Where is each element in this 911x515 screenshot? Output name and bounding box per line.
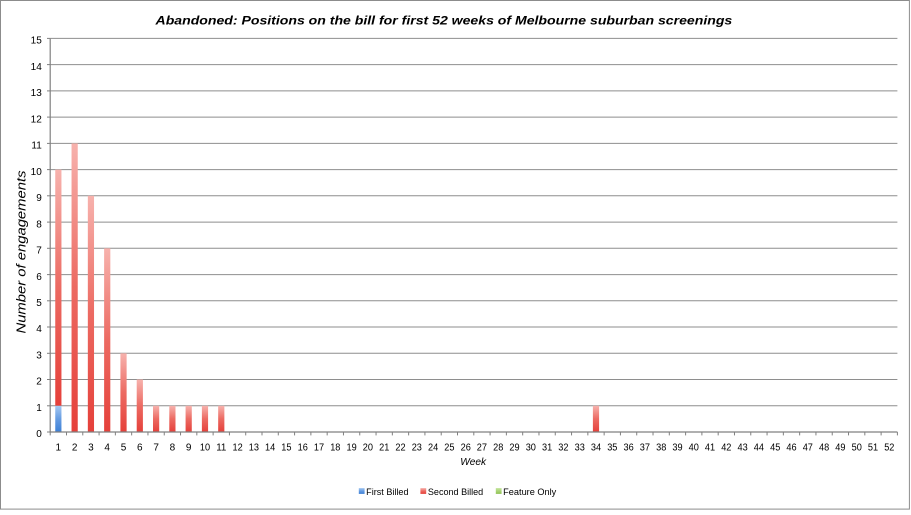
svg-text:14: 14 xyxy=(265,442,276,453)
svg-text:12: 12 xyxy=(233,442,244,453)
svg-text:42: 42 xyxy=(721,442,732,453)
svg-text:1: 1 xyxy=(36,403,42,414)
svg-text:33: 33 xyxy=(575,442,586,453)
svg-text:41: 41 xyxy=(705,442,716,453)
svg-text:12: 12 xyxy=(31,114,43,125)
svg-text:6: 6 xyxy=(36,272,42,283)
svg-text:28: 28 xyxy=(493,442,504,453)
svg-text:7: 7 xyxy=(153,442,159,453)
svg-text:13: 13 xyxy=(31,88,43,99)
svg-text:1: 1 xyxy=(56,442,62,453)
svg-text:Second Billed: Second Billed xyxy=(428,487,483,497)
svg-text:34: 34 xyxy=(591,442,602,453)
svg-text:19: 19 xyxy=(347,442,358,453)
svg-text:49: 49 xyxy=(835,442,846,453)
svg-text:Week: Week xyxy=(460,456,487,468)
svg-text:52: 52 xyxy=(884,442,895,453)
svg-text:Abandoned: Positions on the bi: Abandoned: Positions on the bill for fir… xyxy=(154,14,732,28)
svg-text:43: 43 xyxy=(738,442,749,453)
svg-text:36: 36 xyxy=(624,442,635,453)
svg-text:47: 47 xyxy=(803,442,814,453)
svg-text:2: 2 xyxy=(36,377,42,388)
svg-text:9: 9 xyxy=(36,193,42,204)
svg-text:16: 16 xyxy=(298,442,309,453)
svg-text:29: 29 xyxy=(509,442,520,453)
svg-text:26: 26 xyxy=(461,442,472,453)
svg-text:3: 3 xyxy=(36,351,42,362)
svg-text:20: 20 xyxy=(363,442,374,453)
svg-text:44: 44 xyxy=(754,442,765,453)
svg-text:11: 11 xyxy=(31,141,42,152)
svg-text:6: 6 xyxy=(137,442,143,453)
svg-text:17: 17 xyxy=(314,442,325,453)
svg-text:18: 18 xyxy=(330,442,341,453)
svg-text:11: 11 xyxy=(216,442,227,453)
svg-text:30: 30 xyxy=(526,442,537,453)
svg-text:2: 2 xyxy=(72,442,78,453)
svg-text:37: 37 xyxy=(640,442,651,453)
svg-text:First Billed: First Billed xyxy=(366,487,408,497)
svg-text:8: 8 xyxy=(36,219,42,230)
svg-text:10: 10 xyxy=(31,167,43,178)
svg-text:14: 14 xyxy=(31,62,43,73)
svg-text:45: 45 xyxy=(770,442,781,453)
svg-text:10: 10 xyxy=(200,442,211,453)
svg-text:24: 24 xyxy=(428,442,439,453)
svg-text:9: 9 xyxy=(186,442,192,453)
svg-text:8: 8 xyxy=(170,442,176,453)
svg-text:Number of engagements: Number of engagements xyxy=(14,170,29,334)
svg-text:4: 4 xyxy=(36,324,42,335)
svg-text:0: 0 xyxy=(36,429,42,440)
svg-text:5: 5 xyxy=(121,442,127,453)
svg-text:4: 4 xyxy=(104,442,110,453)
svg-text:46: 46 xyxy=(786,442,797,453)
svg-text:22: 22 xyxy=(395,442,406,453)
svg-text:13: 13 xyxy=(249,442,260,453)
svg-text:25: 25 xyxy=(444,442,455,453)
svg-text:15: 15 xyxy=(31,36,43,47)
svg-text:35: 35 xyxy=(607,442,618,453)
svg-text:Feature Only: Feature Only xyxy=(503,487,557,497)
svg-text:51: 51 xyxy=(868,442,879,453)
svg-text:31: 31 xyxy=(542,442,553,453)
svg-text:7: 7 xyxy=(36,246,42,257)
svg-text:38: 38 xyxy=(656,442,667,453)
svg-text:39: 39 xyxy=(672,442,683,453)
svg-text:50: 50 xyxy=(852,442,863,453)
svg-text:15: 15 xyxy=(281,442,292,453)
svg-text:48: 48 xyxy=(819,442,830,453)
svg-text:32: 32 xyxy=(558,442,569,453)
svg-text:23: 23 xyxy=(412,442,423,453)
svg-text:5: 5 xyxy=(36,298,42,309)
svg-text:21: 21 xyxy=(379,442,390,453)
svg-text:27: 27 xyxy=(477,442,488,453)
svg-text:3: 3 xyxy=(88,442,94,453)
svg-text:40: 40 xyxy=(689,442,700,453)
